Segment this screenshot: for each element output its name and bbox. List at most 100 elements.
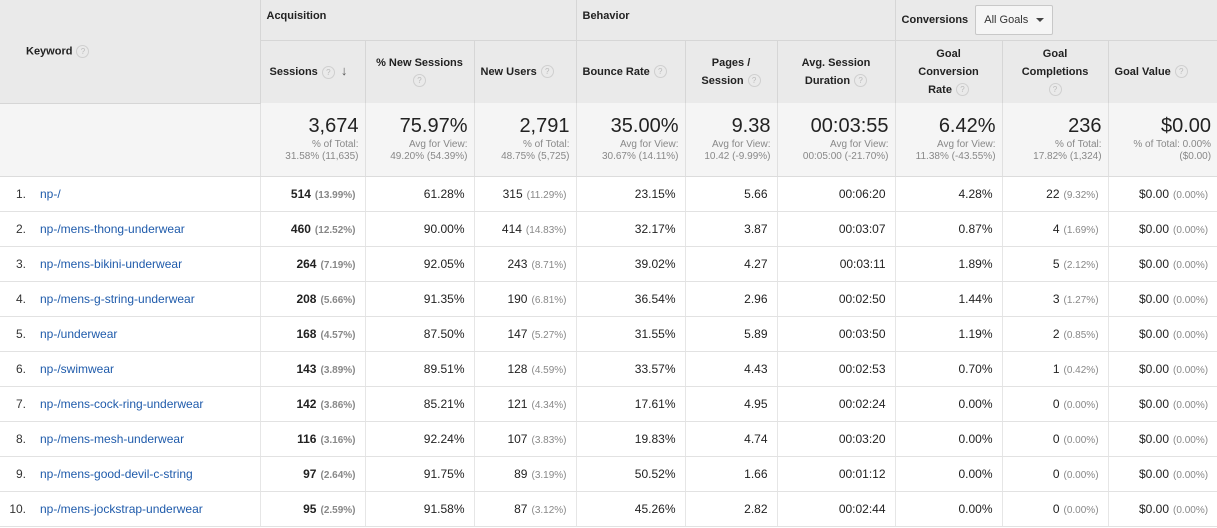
- totals-new-users: 2,791 % of Total: 48.75% (5,725): [474, 103, 577, 177]
- goal-conversion-header-line3: Rate: [928, 83, 952, 96]
- new-users-header[interactable]: New Users?: [474, 40, 577, 103]
- goal-value-percent: (0.00%): [1173, 189, 1209, 201]
- sessions-value: 143: [296, 361, 317, 376]
- total-caption: % of Total:: [522, 139, 570, 150]
- help-icon[interactable]: ?: [1048, 83, 1062, 97]
- keyword-link[interactable]: np-/underwear: [40, 326, 118, 341]
- goal-value-value: $0.00: [1139, 326, 1170, 341]
- keyword-header[interactable]: Keyword?: [0, 0, 261, 104]
- goal-value-percent: (0.00%): [1173, 259, 1209, 271]
- total-caption: 30.67% (14.11%): [601, 151, 679, 162]
- sessions-percent: (2.59%): [320, 504, 356, 516]
- goal-completions-value: 1: [1052, 361, 1060, 376]
- totals-goal-completions: 236 % of Total: 17.82% (1,324): [1002, 103, 1109, 177]
- goal-select-dropdown[interactable]: All Goals: [975, 4, 1054, 35]
- new-sessions-cell: 91.35%: [365, 281, 475, 317]
- help-icon[interactable]: ?: [413, 74, 426, 88]
- keyword-link[interactable]: np-/mens-jockstrap-underwear: [40, 501, 203, 516]
- help-icon[interactable]: ?: [747, 74, 761, 88]
- keyword-link[interactable]: np-/mens-bikini-underwear: [40, 256, 183, 271]
- goal-value-cell: $0.00 (0.00%): [1108, 456, 1217, 492]
- goal-value-header[interactable]: Goal Value?: [1108, 40, 1217, 103]
- avg-duration-cell: 00:02:53: [777, 351, 896, 387]
- keyword-link[interactable]: np-/mens-g-string-underwear: [40, 291, 195, 306]
- keyword-cell: 10. np-/mens-jockstrap-underwear: [0, 491, 261, 527]
- new-users-percent: (11.29%): [526, 189, 567, 201]
- conversion-rate-cell: 0.87%: [895, 211, 1003, 247]
- goal-completions-cell: 22 (9.32%): [1002, 176, 1109, 212]
- total-value: 2,791: [519, 115, 570, 137]
- goal-completions-value: 3: [1052, 291, 1060, 306]
- new-users-percent: (5.27%): [531, 329, 567, 341]
- new-users-cell: 414 (14.83%): [474, 211, 577, 247]
- new-sessions-cell: 61.28%: [365, 176, 475, 212]
- table-row: 4. np-/mens-g-string-underwear 208 (5.66%) 9…: [0, 281, 1217, 317]
- table-row: 8. np-/mens-mesh-underwear 116 (3.16%) 92.24…: [0, 421, 1217, 457]
- bounce-rate-cell: 19.83%: [576, 421, 686, 457]
- goal-conversion-rate-header[interactable]: Goal Conversion Rate?: [895, 40, 1003, 103]
- help-icon[interactable]: ?: [854, 74, 868, 88]
- keyword-link[interactable]: np-/mens-mesh-underwear: [40, 431, 185, 446]
- goal-value-percent: (0.00%): [1173, 224, 1209, 236]
- keyword-cell: 5. np-/underwear: [0, 316, 261, 352]
- bounce-rate-cell: 36.54%: [576, 281, 686, 317]
- pages-session-cell: 2.82: [685, 491, 778, 527]
- help-icon[interactable]: ?: [653, 65, 667, 79]
- goal-value-percent: (0.00%): [1173, 469, 1209, 481]
- help-icon[interactable]: ?: [955, 83, 969, 97]
- total-value: 3,674: [308, 115, 359, 137]
- total-caption: Avg for View:: [619, 139, 679, 150]
- goal-value-cell: $0.00 (0.00%): [1108, 386, 1217, 422]
- new-users-value: 243: [507, 256, 528, 271]
- new-sessions-cell: 92.05%: [365, 246, 475, 282]
- keyword-link[interactable]: np-/mens-good-devil-c-string: [40, 466, 193, 481]
- sessions-percent: (3.89%): [320, 364, 356, 376]
- new-sessions-header[interactable]: % New Sessions?: [365, 40, 475, 103]
- goal-completions-cell: 0 (0.00%): [1002, 421, 1109, 457]
- goal-value-value: $0.00: [1139, 501, 1170, 516]
- new-users-value: 315: [502, 186, 523, 201]
- keyword-link[interactable]: np-/: [40, 186, 61, 201]
- keyword-link[interactable]: np-/swimwear: [40, 361, 115, 376]
- help-icon[interactable]: ?: [1174, 65, 1188, 79]
- sessions-percent: (3.16%): [320, 434, 356, 446]
- help-icon[interactable]: ?: [540, 65, 554, 79]
- pages-session-cell: 4.95: [685, 386, 778, 422]
- total-caption: 48.75% (5,725): [501, 151, 570, 162]
- goal-value-value: $0.00: [1139, 256, 1170, 271]
- help-icon[interactable]: ?: [76, 44, 90, 58]
- keyword-cell: 1. np-/: [0, 176, 261, 212]
- goal-value-percent: (0.00%): [1173, 364, 1209, 376]
- avg-duration-cell: 00:02:50: [777, 281, 896, 317]
- bounce-rate-header[interactable]: Bounce Rate?: [576, 40, 686, 103]
- pages-session-header[interactable]: Pages / Session?: [685, 40, 778, 103]
- sessions-percent: (12.52%): [314, 224, 356, 236]
- new-sessions-cell: 87.50%: [365, 316, 475, 352]
- avg-duration-header[interactable]: Avg. Session Duration?: [777, 40, 896, 103]
- table-row: 9. np-/mens-good-devil-c-string 97 (2.64%) 9…: [0, 456, 1217, 492]
- goal-completions-cell: 0 (0.00%): [1002, 491, 1109, 527]
- avg-duration-header-line2: Duration: [804, 74, 851, 87]
- new-users-cell: 147 (5.27%): [474, 316, 577, 352]
- goal-completions-header[interactable]: Goal Completions?: [1002, 40, 1109, 103]
- sessions-cell: 95 (2.59%): [259, 491, 366, 527]
- sessions-cell: 208 (5.66%): [259, 281, 366, 317]
- sessions-value: 208: [296, 291, 317, 306]
- sort-down-arrow-icon[interactable]: ↓: [340, 63, 348, 79]
- keyword-link[interactable]: np-/mens-cock-ring-underwear: [40, 396, 204, 411]
- keyword-cell: 7. np-/mens-cock-ring-underwear: [0, 386, 261, 422]
- keyword-link[interactable]: np-/mens-thong-underwear: [40, 221, 185, 236]
- total-caption: % of Total:: [1055, 139, 1102, 150]
- row-index: 7.: [15, 396, 26, 411]
- help-icon[interactable]: ?: [321, 65, 335, 79]
- total-caption: % of Total: 0.00%: [1133, 139, 1212, 150]
- total-value: 75.97%: [399, 115, 468, 137]
- sessions-value: 142: [296, 396, 317, 411]
- new-users-cell: 190 (6.81%): [474, 281, 577, 317]
- sessions-header[interactable]: Sessions? ↓: [260, 40, 366, 103]
- new-users-value: 190: [507, 291, 528, 306]
- bounce-rate-cell: 23.15%: [576, 176, 686, 212]
- goal-value-percent: (0.00%): [1173, 399, 1209, 411]
- chevron-down-icon: [1036, 17, 1045, 22]
